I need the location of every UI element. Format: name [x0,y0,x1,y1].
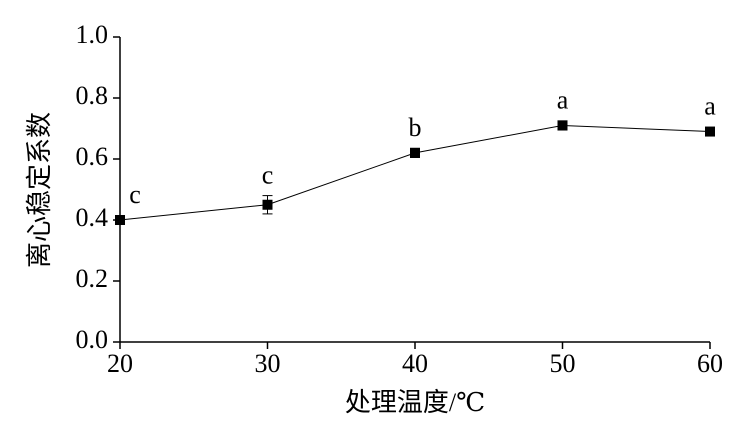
x-tick-label: 30 [255,349,281,378]
annotation: a [704,92,716,121]
y-tick-label: 0.4 [76,203,109,232]
annotation: b [409,113,422,142]
annotation: c [262,161,274,190]
x-tick-label: 60 [697,349,723,378]
annotation: c [129,180,141,209]
marker [262,199,273,210]
marker [115,215,125,225]
y-tick-label: 0.0 [76,325,109,354]
y-tick-label: 1.0 [76,20,109,49]
x-tick-label: 20 [107,349,133,378]
marker [557,120,568,131]
y-axis-label: 离心稳定系数 [25,112,54,268]
annotation: a [557,85,569,114]
x-tick-label: 40 [402,349,428,378]
x-axis-label: 处理温度/℃ [345,388,485,417]
y-tick-label: 0.8 [76,81,109,110]
y-tick-label: 0.2 [76,264,109,293]
marker [410,147,420,158]
x-tick-label: 50 [550,349,576,378]
y-tick-label: 0.6 [76,142,109,171]
marker [705,126,715,137]
